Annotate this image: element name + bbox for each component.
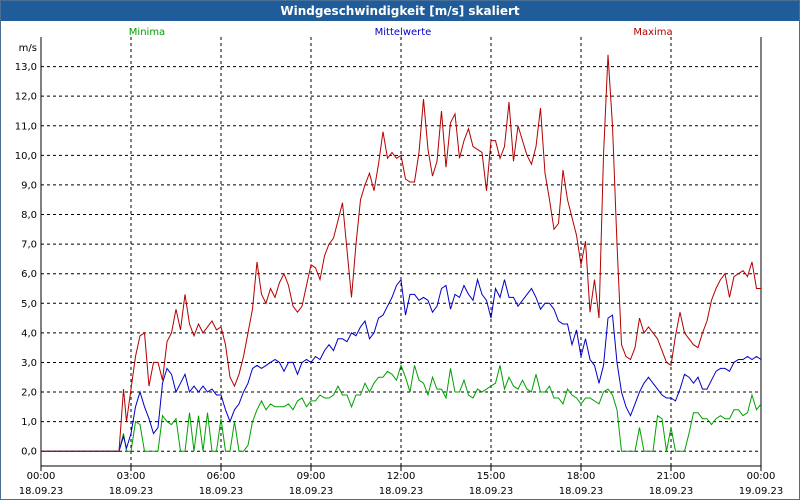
x-tick-date-label: 18.09.23 bbox=[379, 486, 424, 497]
x-tick-time-label: 12:00 bbox=[387, 471, 416, 482]
x-tick-date-label: 19.09.23 bbox=[739, 486, 784, 497]
x-tick-time-label: 00:00 bbox=[27, 471, 56, 482]
y-tick-label: 13,0 bbox=[15, 62, 37, 73]
x-tick-time-label: 21:00 bbox=[657, 471, 686, 482]
series-line-minima bbox=[41, 363, 762, 452]
x-tick-time-label: 09:00 bbox=[297, 471, 326, 482]
legend-entry-mittelwerte: Mittelwerte bbox=[375, 27, 432, 38]
y-tick-label: 5,0 bbox=[21, 299, 37, 310]
y-tick-label: 7,0 bbox=[21, 240, 37, 251]
y-tick-label: 8,0 bbox=[21, 210, 37, 221]
y-tick-label: 10,0 bbox=[15, 151, 37, 162]
x-tick-date-label: 18.09.23 bbox=[199, 486, 244, 497]
legend-entry-maxima: Maxima bbox=[633, 27, 672, 38]
x-tick-time-label: 18:00 bbox=[567, 471, 596, 482]
x-tick-time-label: 00:00 bbox=[747, 471, 776, 482]
series-line-maxima bbox=[41, 54, 761, 452]
x-tick-date-label: 18.09.23 bbox=[469, 486, 514, 497]
y-tick-label: 1,0 bbox=[21, 417, 37, 428]
x-tick-date-label: 18.09.23 bbox=[559, 486, 604, 497]
y-tick-label: 4,0 bbox=[21, 328, 37, 339]
y-tick-label: 11,0 bbox=[15, 121, 37, 132]
y-tick-label: 0,0 bbox=[21, 447, 37, 458]
x-tick-date-label: 18.09.23 bbox=[109, 486, 154, 497]
x-tick-date-label: 18.09.23 bbox=[289, 486, 334, 497]
y-tick-label: 6,0 bbox=[21, 269, 37, 280]
x-tick-date-label: 18.09.23 bbox=[649, 486, 694, 497]
y-tick-label: 2,0 bbox=[21, 388, 37, 399]
x-tick-time-label: 06:00 bbox=[207, 471, 236, 482]
legend-entry-minima: Minima bbox=[129, 27, 165, 38]
y-tick-label: 9,0 bbox=[21, 180, 37, 191]
x-tick-time-label: 15:00 bbox=[477, 471, 506, 482]
wind-speed-chart: 0,0 1,0 2,0 3,0 4,0 5,0 6,0 7,0 8,0 9,0 10,0 11,0 12… bbox=[15, 27, 784, 497]
chart-title-bar: Windgeschwindigkeit [m/s] skaliert bbox=[1, 1, 799, 21]
y-tick-label: 3,0 bbox=[21, 358, 37, 369]
y-axis-label: m/s bbox=[19, 43, 37, 54]
series-line-mittelwerte bbox=[41, 277, 762, 452]
y-tick-label: 12,0 bbox=[15, 92, 37, 103]
x-tick-time-label: 03:00 bbox=[117, 471, 146, 482]
x-tick-date-label: 18.09.23 bbox=[19, 486, 64, 497]
